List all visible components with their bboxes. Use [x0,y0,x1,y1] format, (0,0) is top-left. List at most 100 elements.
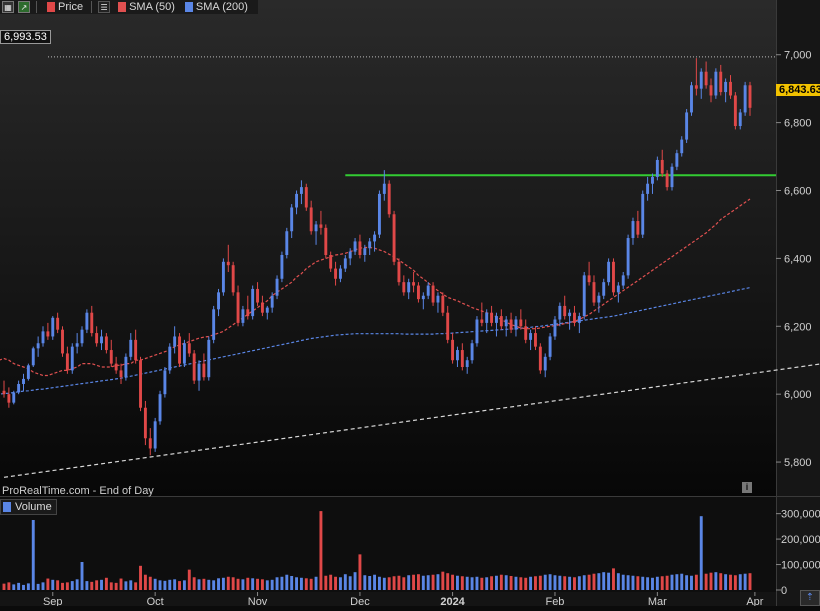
candle-body [377,193,381,235]
candle-body [17,383,21,393]
candle-body [7,394,11,403]
volume-tick-label: 300,000 [781,509,820,521]
candle-body [299,187,303,194]
volume-bar [436,574,440,590]
volume-bar [743,573,747,590]
candle-body [699,71,703,89]
candle-body [70,346,74,371]
volume-bar [529,576,533,590]
volume-tick-label: 0 [781,585,787,597]
volume-bar [22,584,25,590]
candle-body [338,268,342,279]
volume-bar [616,573,620,590]
volume-bar [148,576,152,590]
volume-bar [46,578,50,590]
y-tick-label: 7,000 [784,50,812,62]
volume-bar [587,574,591,590]
volume-bar [714,572,718,590]
candle-body [529,333,533,340]
candle-body [148,438,152,449]
volume-bar [7,582,11,590]
candle-body [470,343,474,361]
candle-body [192,353,196,381]
candle-body [548,336,552,357]
volume-bar [538,575,542,590]
candle-body [504,319,508,327]
volume-bar [504,575,508,590]
candle-body [387,183,391,215]
candle-body [168,346,172,371]
candle-body [636,221,640,235]
candle-body [382,183,386,194]
candle-body [738,112,742,127]
info-icon[interactable]: i [742,482,752,493]
legend-sma50-label[interactable]: SMA (50) [129,1,175,13]
legend-sma200-label[interactable]: SMA (200) [195,1,248,13]
volume-bar [207,579,211,590]
volume-bar [70,581,74,590]
candle-body [90,312,94,334]
high-line-tag: 6,993.53 [0,30,51,44]
volume-bar [295,577,299,590]
candle-body [61,329,64,354]
candle-body [212,309,216,340]
candle-body [275,278,279,296]
volume-bar [80,562,84,590]
y-tick-label: 6,200 [784,321,812,333]
candle-body [607,261,611,283]
volume-bar [490,576,494,590]
volume-bar [260,579,264,590]
volume-bar [558,575,562,590]
volume-bar [95,580,99,590]
volume-bar [256,578,259,590]
candle-body [85,312,89,330]
legend-price-label[interactable]: Price [58,1,84,13]
volume-bar [543,574,547,590]
candle-body [363,248,367,255]
volume-bar [353,572,357,590]
candle-body [660,159,664,174]
grid-icon[interactable]: ▦ [2,1,14,13]
candle-body [733,95,737,127]
volume-bar [621,574,625,590]
volume-bar [495,575,498,590]
chart-type-icon[interactable]: ↗ [18,1,30,13]
volume-bar [441,571,445,590]
scroll-up-icon[interactable]: ⇡ [800,590,820,606]
candle-body [519,319,523,327]
volume-bar [699,516,703,590]
volume-bar [675,574,679,590]
volume-bar [124,581,128,590]
volume-bar [202,578,206,590]
candle-body [621,275,625,286]
volume-bar [65,582,69,590]
volume-bar [416,574,420,590]
candle-body [714,71,718,96]
volume-bar [119,578,123,590]
candle-body [207,339,211,378]
candle-body [246,309,250,317]
candle-body [602,282,606,296]
volume-bar [568,576,572,590]
candle-body [558,305,562,320]
candle-body [109,350,113,364]
candle-body [368,241,372,249]
candle-body [495,316,498,323]
volume-bar [646,577,650,590]
volume-label[interactable]: Volume [0,499,57,515]
candle-body [499,316,503,327]
volume-bar [275,577,279,590]
volume-bar [85,581,89,590]
candle-body [314,224,318,232]
list-icon[interactable]: ☰ [98,1,111,13]
candle-body [51,317,55,337]
candle-body [743,85,747,113]
volume-bar [426,575,430,590]
volume-bar [36,583,40,590]
volume-bar [90,581,94,590]
volume-bar [451,574,455,590]
volume-bar [163,580,167,590]
candle-body [597,295,601,303]
candle-body [465,360,469,368]
